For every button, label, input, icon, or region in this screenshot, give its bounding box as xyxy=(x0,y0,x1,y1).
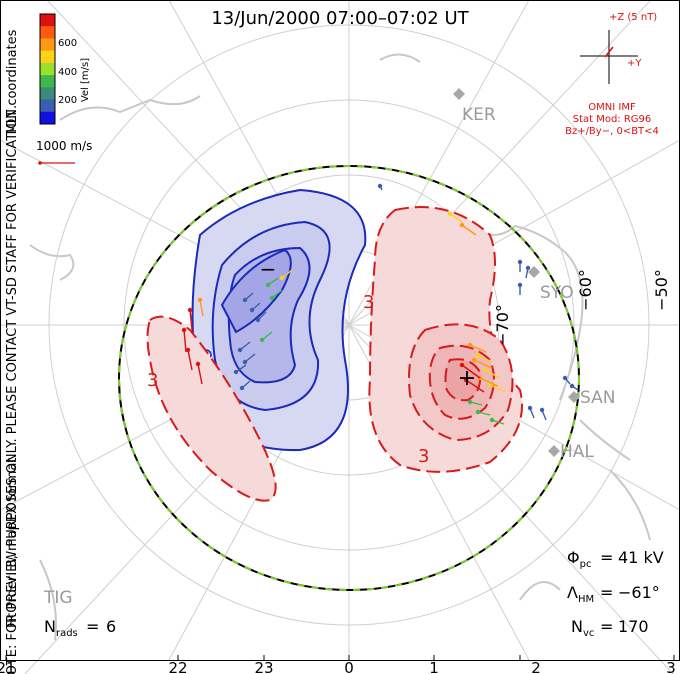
station-labels: KER SYO SAN HAL TIG xyxy=(43,105,615,608)
colorbar-tick-400: 400 xyxy=(58,67,77,78)
imf-condition: Bz+/By−, 0<BT<4 xyxy=(565,126,659,137)
svg-text:=: = xyxy=(600,583,613,602)
dawn-cell-maximum-marker: + xyxy=(458,366,476,391)
lambda-hm-symbol: ΛHM xyxy=(567,583,594,605)
contour-label-dawn-1: 3 xyxy=(363,292,374,313)
mlt-tick-22: 22 xyxy=(168,659,187,674)
n-rads-symbol: Nrads xyxy=(44,617,78,639)
mlt-tick-1: 1 xyxy=(429,659,439,674)
colorbar-segment xyxy=(40,38,55,52)
latitude-labels: −70° −60° −50° xyxy=(493,269,671,346)
velocity-vectors xyxy=(181,183,579,425)
svg-text:=: = xyxy=(600,617,613,636)
imf-labels: +Z (5 nT) +Y OMNI IMF Stat Mod: RG96 Bz+… xyxy=(565,12,659,137)
mlt-tick-23: 23 xyxy=(254,659,273,674)
colorbar-segment xyxy=(40,14,55,27)
station-label-san: SAN xyxy=(580,388,615,408)
coastlines xyxy=(29,53,651,641)
imf-source: OMNI IMF xyxy=(588,102,636,113)
contour-label-dusk: 3 xyxy=(147,370,158,391)
preview-note: NOTE: FOR PREVIEW PURPOSES ONLY. PLEASE … xyxy=(5,105,20,674)
lat-label-70: −70° xyxy=(493,304,512,346)
dawn-cell xyxy=(146,206,523,502)
colorbar-tick-200: 200 xyxy=(58,95,77,106)
imf-y-label: +Y xyxy=(627,58,642,69)
fit-order-label: FitOrder: 8, mapEX format xyxy=(5,457,20,628)
n-rads-value: 6 xyxy=(106,617,116,636)
colorbar-segment xyxy=(40,99,55,113)
dusk-cell-minimum-marker: − xyxy=(260,257,277,281)
mlt-tick-labels: 21 22 23 0 1 2 3 xyxy=(0,659,676,674)
n-vc-symbol: Nvc xyxy=(571,617,594,639)
contour-labels: 3 3 3 xyxy=(147,292,429,467)
vector-scale-label: 1000 m/s xyxy=(36,139,92,153)
phi-pc-symbol: Φpc xyxy=(567,548,591,570)
station-label-ker: KER xyxy=(462,105,496,125)
mlt-axis xyxy=(5,655,675,660)
lambda-hm-value: −61° xyxy=(618,583,660,602)
n-vc-value: 170 xyxy=(618,617,649,636)
chart-title: 13/Jun/2000 07:00–07:02 UT xyxy=(211,8,469,29)
mlt-tick-21: 21 xyxy=(0,659,16,674)
cell-centers: − + xyxy=(260,257,477,391)
svg-text:=: = xyxy=(600,548,613,567)
mlt-tick-3: 3 xyxy=(666,659,676,674)
colorbar-segment xyxy=(40,50,55,64)
imf-z-label: +Z (5 nT) xyxy=(609,12,657,23)
colorbar-frame xyxy=(39,13,56,125)
mlt-tick-2: 2 xyxy=(531,659,541,674)
imf-model: Stat Mod: RG96 xyxy=(573,114,652,125)
colorbar-tick-600: 600 xyxy=(58,38,77,49)
colorbar-segment xyxy=(40,62,55,76)
colorbar-segment xyxy=(40,26,55,39)
station-label-tig: TIG xyxy=(43,588,73,608)
lat-label-60: −60° xyxy=(576,269,595,311)
colorbar-label: Vel [m/s] xyxy=(80,58,91,102)
statistics: Φpc = 41 kV ΛHM = −61° Nvc = 170 Nrads =… xyxy=(44,548,664,639)
colorbar-segment xyxy=(40,87,55,101)
colorbar-segment xyxy=(40,75,55,88)
station-markers xyxy=(453,88,580,457)
lat-label-50: −50° xyxy=(652,269,671,311)
coordinate-label: MLT coordinates xyxy=(5,29,20,134)
phi-pc-value: 41 kV xyxy=(618,548,664,567)
velocity-colorbar xyxy=(39,13,56,125)
colorbar-ticks: 600 400 200 xyxy=(58,38,77,106)
mlt-tick-0: 0 xyxy=(344,659,354,674)
imf-dial xyxy=(580,30,638,84)
contour-label-dawn-2: 3 xyxy=(418,446,429,467)
station-label-syo: SYO xyxy=(540,283,574,303)
heppner-maynard-boundary xyxy=(118,165,580,591)
svg-text:=: = xyxy=(86,617,99,636)
station-label-hal: HAL xyxy=(560,442,594,462)
colorbar-segment xyxy=(40,111,55,125)
vector-scale-origin xyxy=(38,161,42,165)
dusk-cell xyxy=(191,188,367,452)
